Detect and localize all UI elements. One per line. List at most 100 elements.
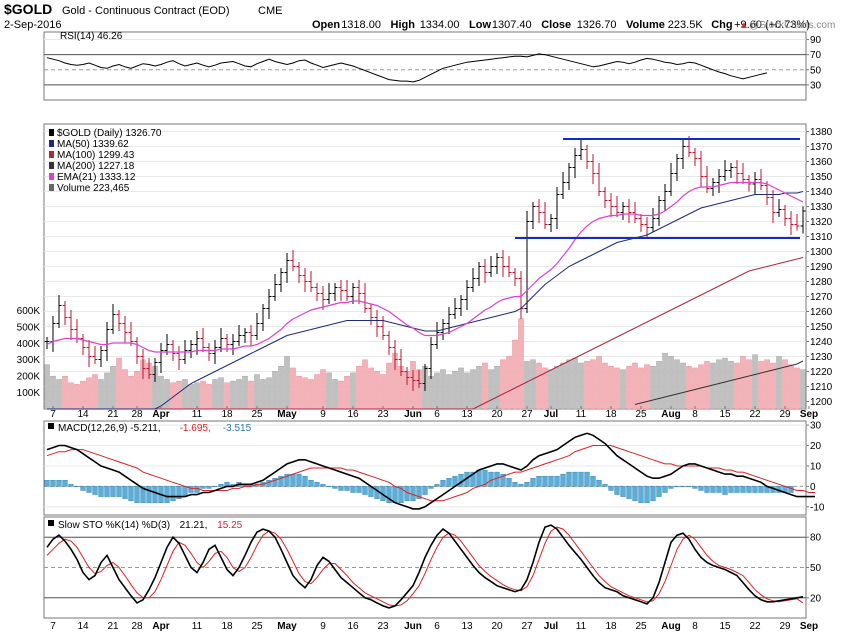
date-label: Sep <box>800 409 818 420</box>
price-bar <box>698 151 704 187</box>
volume-bar <box>512 339 518 410</box>
volume-bar <box>644 364 650 410</box>
date-label: 11 <box>576 409 587 420</box>
macd-hist-bar <box>290 473 296 487</box>
price-bar <box>752 172 758 195</box>
macd-hist-bar <box>752 486 758 493</box>
volume-bar <box>572 357 578 410</box>
exchange-label: CME <box>258 5 282 17</box>
date-label: 25 <box>635 409 647 420</box>
volume-bar <box>236 379 242 410</box>
price-bar <box>404 367 410 385</box>
price-bar <box>140 349 146 379</box>
price-bar <box>524 211 530 313</box>
date-axis-price: 7 14 21 28 Apr 11 18 25 May 9 16 23 Jun 6 13 20 27 Jul 11 1… <box>50 406 818 420</box>
macd-hist-bar <box>56 480 62 487</box>
volume-bar <box>248 380 254 410</box>
price-axis: 1200 1210 1220 1230 1240 1250 1260 1270 1280 1290… <box>806 127 833 408</box>
volume-bar <box>728 361 734 410</box>
volume-bar <box>182 379 188 410</box>
date-label: Jun <box>404 621 422 632</box>
legend-entry: Volume 223,465 <box>57 183 130 194</box>
volume-bar <box>272 371 278 410</box>
macd-hist-bar <box>98 486 104 497</box>
price-bar <box>56 295 62 328</box>
price-tick-1280: 1280 <box>810 277 833 288</box>
date-label: Jul <box>544 621 559 632</box>
date-label: 9 <box>320 409 326 420</box>
macd-hist-bar <box>656 486 662 497</box>
price-bar <box>266 289 272 319</box>
macd-frame <box>43 420 807 516</box>
volume-bars <box>44 318 806 410</box>
ohlc-label-volume: Volume <box>626 19 665 31</box>
price-tick-1320: 1320 <box>810 217 833 228</box>
watermark-arrow: ▲ <box>739 20 749 31</box>
macd-hist-bar <box>740 486 746 493</box>
volume-bar <box>722 357 728 410</box>
date-label: 25 <box>251 409 263 420</box>
macd-hist-bar <box>692 486 698 489</box>
volume-bar <box>764 359 770 410</box>
macd-hist-bar <box>164 486 170 503</box>
price-bar <box>200 328 206 352</box>
price-bar <box>134 337 140 364</box>
price-bar <box>344 280 350 301</box>
legend-swatch <box>49 151 54 158</box>
volume-bar <box>692 367 698 410</box>
price-bar <box>740 163 746 184</box>
volume-bar <box>704 361 710 410</box>
price-bar <box>92 346 98 364</box>
date-label: 27 <box>521 409 533 420</box>
date-label: 7 <box>50 409 56 420</box>
volume-bar <box>524 361 530 410</box>
date-label: Jun <box>404 409 422 420</box>
volume-bar <box>740 356 746 410</box>
volume-bar <box>584 361 590 410</box>
price-bar <box>590 154 596 184</box>
price-bar <box>674 154 680 181</box>
macd-hist-bar <box>212 486 218 488</box>
legend-entry: MA(200) 1227.18 <box>57 161 135 172</box>
price-bar <box>146 358 152 379</box>
rsi-gridlines <box>44 39 806 86</box>
macd-hist-bar <box>680 486 686 488</box>
price-tick-1360: 1360 <box>810 157 833 168</box>
macd-hist-bar <box>284 473 290 487</box>
macd-tick--10: -10 <box>810 502 825 513</box>
macd-hist-bar <box>272 478 278 487</box>
price-tick-1230: 1230 <box>810 352 833 363</box>
volume-bar <box>602 362 608 410</box>
date-label: 16 <box>347 409 359 420</box>
volume-bar <box>320 369 326 410</box>
volume-bar <box>290 367 296 410</box>
volume-bar <box>554 366 560 410</box>
volume-bar <box>464 372 470 410</box>
macd-hist-bar <box>122 486 128 499</box>
date-label: 23 <box>377 409 389 420</box>
price-bar <box>614 196 620 217</box>
date-label: 25 <box>635 621 647 632</box>
rsi-tick-70: 70 <box>810 50 822 61</box>
date-label: Aug <box>661 621 680 632</box>
macd-hist-bar <box>338 486 344 491</box>
macd-hist-bar <box>500 473 506 487</box>
price-bar <box>704 166 710 193</box>
price-bar <box>170 340 176 361</box>
macd-hist-bar <box>362 486 368 495</box>
ohlc-value-low: 1307.40 <box>492 19 532 31</box>
price-bar <box>116 310 122 331</box>
macd-hist-bar <box>584 471 590 487</box>
ohlc-label-close: Close <box>541 19 571 31</box>
stockcharts-watermark: @StockCharts.com <box>749 20 835 31</box>
volume-bar <box>776 356 782 410</box>
price-bar <box>488 256 494 277</box>
volume-bar <box>56 379 62 410</box>
macd-hist-bar <box>86 486 92 493</box>
volume-bar <box>440 369 446 410</box>
volume-bar <box>458 367 464 410</box>
date-label: 18 <box>221 621 233 632</box>
price-bar <box>380 316 386 340</box>
price-bar <box>422 364 428 391</box>
symbol-title: $GOLD <box>4 1 52 17</box>
